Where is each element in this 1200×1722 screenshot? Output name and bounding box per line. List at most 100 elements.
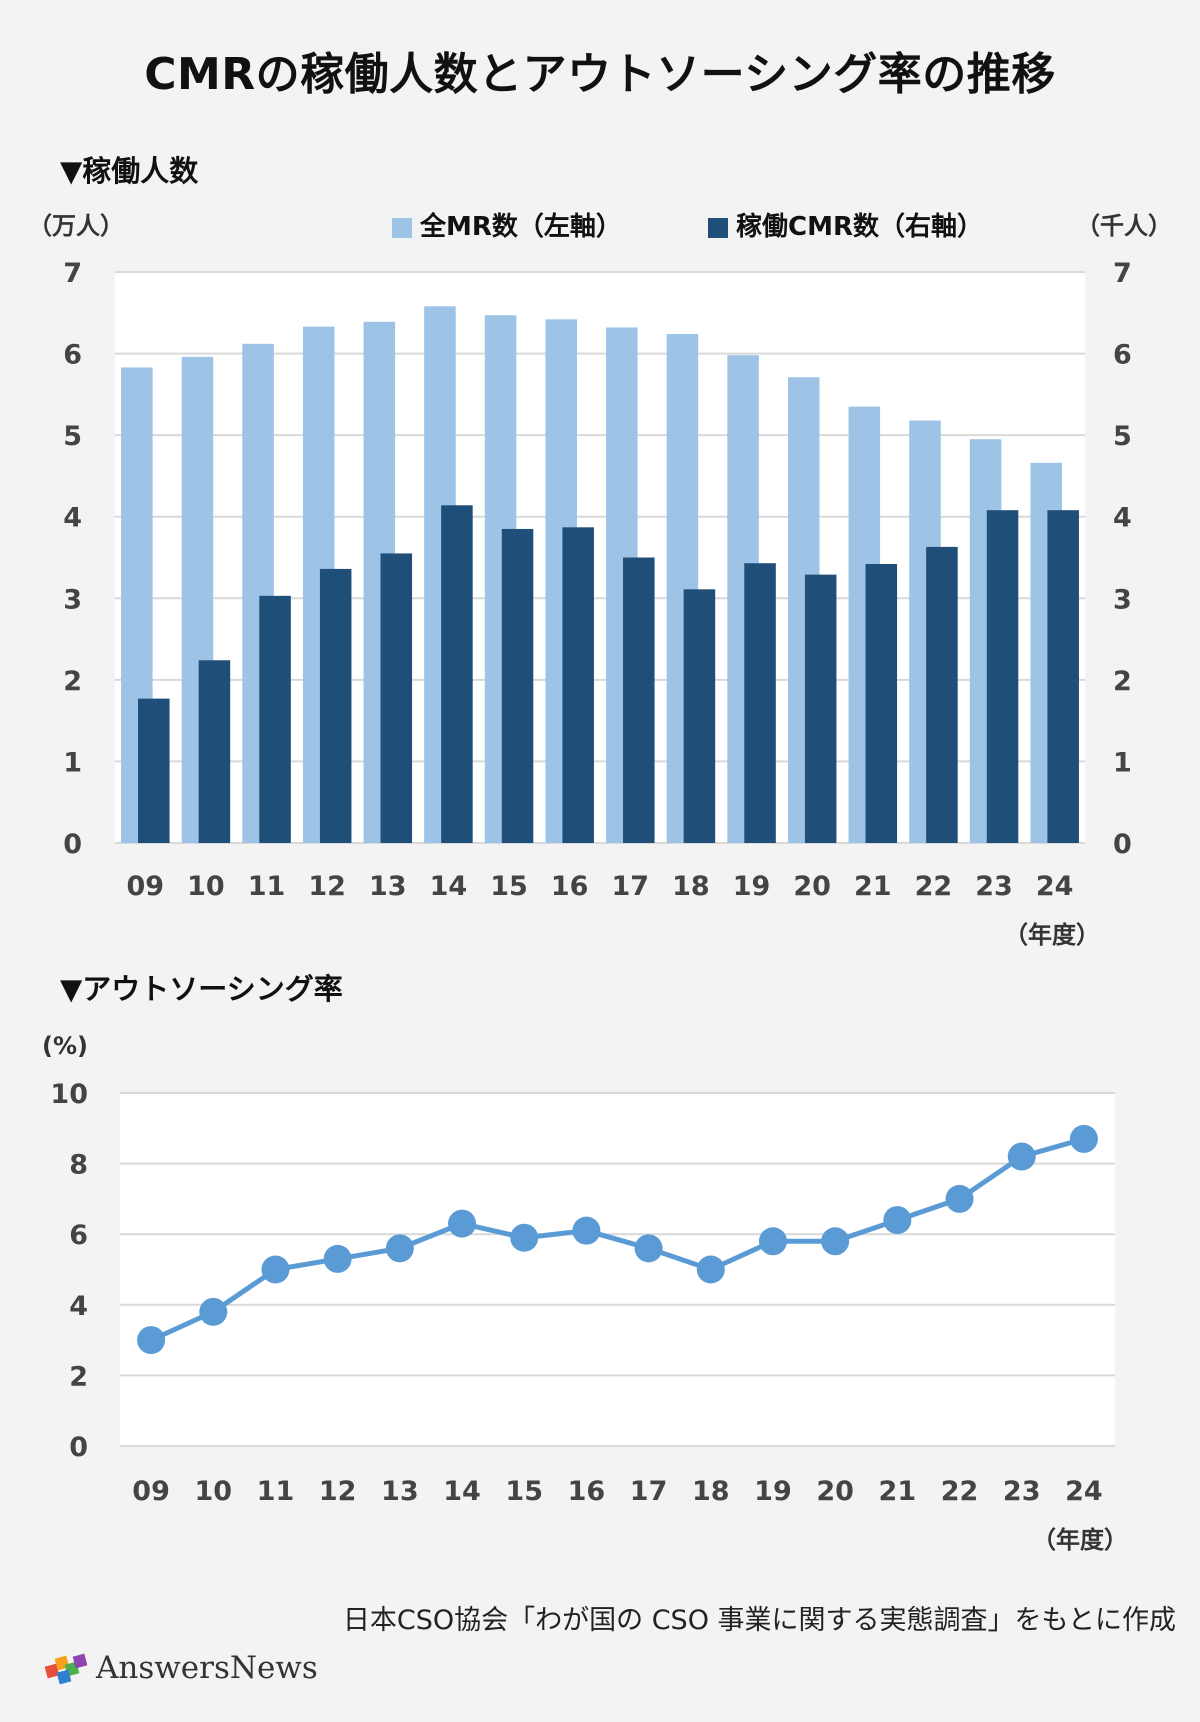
bar-cmr: [441, 505, 473, 843]
bar-cmr: [319, 568, 352, 843]
bar-cmr: [1047, 510, 1079, 843]
line-y-tick: 10: [50, 1079, 88, 1110]
line-point: [945, 1184, 974, 1213]
logo-mark-icon: [44, 1653, 88, 1685]
line-x-tick: 15: [505, 1476, 543, 1507]
line-x-tick: 09: [132, 1476, 170, 1507]
line-point: [696, 1255, 725, 1284]
bar-y-tick-left: 1: [63, 747, 82, 778]
bar-y-tick-right: 0: [1113, 829, 1132, 860]
bar-cmr: [562, 527, 594, 843]
bar-cmr: [865, 564, 898, 843]
bar-x-tick: 18: [672, 871, 710, 902]
line-point: [323, 1244, 352, 1273]
line-x-tick: 14: [443, 1476, 481, 1507]
page-title: CMRの稼働人数とアウトソーシング率の推移: [144, 49, 1056, 100]
line-x-tick: 19: [754, 1476, 792, 1507]
bar-cmr: [926, 546, 958, 843]
line-x-tick: 13: [381, 1476, 419, 1507]
bar-section-title: ▼稼働人数: [60, 154, 199, 188]
bar-x-tick: 13: [369, 871, 407, 902]
legend-item-cmr: 稼働CMR数（右軸）: [708, 206, 983, 243]
bar-cmr: [986, 510, 1019, 843]
line-point: [385, 1234, 414, 1263]
bar-y-tick-left: 5: [63, 421, 82, 452]
bar-y-tick-right: 6: [1113, 340, 1132, 371]
line-y-tick: 2: [69, 1361, 88, 1392]
bar-x-tick: 15: [490, 871, 528, 902]
line-point: [261, 1255, 290, 1284]
legend-label-cmr: 稼働CMR数（右軸）: [736, 212, 983, 242]
bar-x-tick: 20: [793, 871, 831, 902]
bar-x-tick: 11: [248, 871, 286, 902]
bar-x-tick: 14: [430, 871, 468, 902]
line-x-tick: 11: [257, 1476, 295, 1507]
line-x-tick: 16: [568, 1476, 606, 1507]
line-point: [634, 1234, 663, 1263]
bar-y-tick-left: 4: [63, 503, 82, 534]
line-point: [448, 1209, 477, 1238]
bar-cmr: [501, 528, 534, 843]
line-x-tick: 21: [879, 1476, 917, 1507]
bar-x-tick: 23: [975, 871, 1013, 902]
bar-cmr: [198, 660, 231, 843]
bar-x-tick: 09: [127, 871, 165, 902]
bar-cmr: [259, 595, 291, 843]
line-y-tick: 6: [69, 1220, 88, 1251]
bar-y-tick-right: 5: [1113, 421, 1132, 452]
line-x-tick: 22: [941, 1476, 979, 1507]
bar-chart: 0 01 12 23 34 45 56 67 709 10 11 12 13 14 15 16 17 18 19 20…: [63, 258, 1132, 949]
line-y-tick: 4: [69, 1291, 88, 1322]
legend-label-all-mr: 全MR数（左軸）: [420, 212, 622, 242]
source-note: 日本CSO協会「わが国の CSO 事業に関する実態調査」をもとに作成: [342, 1605, 1176, 1636]
line-x-tick: 20: [816, 1476, 854, 1507]
line-point: [1007, 1142, 1036, 1171]
line-x-tick: 10: [194, 1476, 232, 1507]
bar-y-tick-right: 7: [1113, 258, 1132, 289]
bar-y-tick-left: 6: [63, 340, 82, 371]
line-point: [1069, 1124, 1098, 1153]
bar-x-tick: 17: [612, 871, 650, 902]
bar-y-tick-left: 2: [63, 666, 82, 697]
bar-y-tick-right: 4: [1113, 503, 1132, 534]
line-x-tick: 18: [692, 1476, 730, 1507]
line-point: [821, 1227, 850, 1256]
line-x-tick: 12: [319, 1476, 357, 1507]
line-x-axis-label: （年度）: [1032, 1526, 1128, 1554]
bar-x-tick: 24: [1036, 871, 1074, 902]
line-section-title: ▼アウトソーシング率: [60, 972, 343, 1006]
bar-y-tick-left: 0: [63, 829, 82, 860]
bar-cmr: [623, 557, 655, 843]
bar-cmr: [744, 563, 776, 843]
line-point: [137, 1326, 166, 1355]
left-axis-unit: （万人）: [28, 212, 124, 240]
bar-y-tick-right: 2: [1113, 666, 1132, 697]
bar-y-tick-left: 7: [63, 258, 82, 289]
line-x-tick: 23: [1003, 1476, 1041, 1507]
line-x-tick: 17: [630, 1476, 668, 1507]
logo: AnswersNews: [44, 1650, 318, 1686]
line-point: [510, 1223, 539, 1252]
right-axis-unit: （千人）: [1076, 212, 1172, 240]
legend-swatch-all-mr: [392, 217, 412, 238]
bar-x-tick: 22: [915, 871, 953, 902]
bar-y-tick-right: 1: [1113, 747, 1132, 778]
bar-x-tick: 21: [854, 871, 892, 902]
bar-cmr: [380, 553, 413, 843]
line-x-tick: 24: [1065, 1476, 1103, 1507]
line-y-tick: 0: [69, 1432, 88, 1463]
bar-y-tick-right: 3: [1113, 584, 1132, 615]
line-point: [572, 1216, 601, 1245]
bar-cmr: [804, 574, 837, 843]
line-y-tick: 8: [69, 1150, 88, 1181]
outsourcing-rate-line: [150, 1136, 1085, 1343]
bar-x-axis-label: （年度）: [1004, 921, 1100, 949]
bar-y-tick-left: 3: [63, 584, 82, 615]
line-axis-unit: (%): [42, 1032, 88, 1060]
bar-x-tick: 12: [308, 871, 346, 902]
bar-cmr: [138, 698, 170, 843]
logo-text: AnswersNews: [96, 1650, 318, 1686]
bar-cmr: [683, 589, 716, 843]
